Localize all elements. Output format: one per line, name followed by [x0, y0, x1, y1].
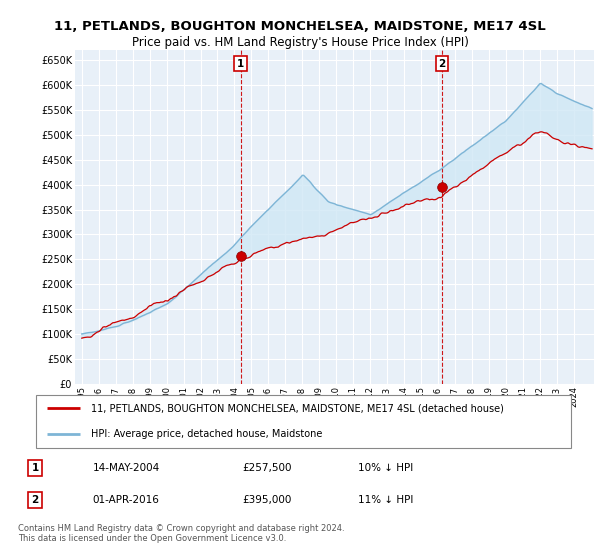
Text: Price paid vs. HM Land Registry's House Price Index (HPI): Price paid vs. HM Land Registry's House … [131, 36, 469, 49]
FancyBboxPatch shape [35, 395, 571, 448]
Text: 2: 2 [31, 495, 38, 505]
Text: 01-APR-2016: 01-APR-2016 [92, 495, 160, 505]
Text: 14-MAY-2004: 14-MAY-2004 [92, 463, 160, 473]
Text: £257,500: £257,500 [242, 463, 292, 473]
Text: Contains HM Land Registry data © Crown copyright and database right 2024.
This d: Contains HM Land Registry data © Crown c… [18, 524, 344, 543]
Text: HPI: Average price, detached house, Maidstone: HPI: Average price, detached house, Maid… [91, 430, 322, 440]
Text: 11% ↓ HPI: 11% ↓ HPI [358, 495, 413, 505]
Text: 11, PETLANDS, BOUGHTON MONCHELSEA, MAIDSTONE, ME17 4SL: 11, PETLANDS, BOUGHTON MONCHELSEA, MAIDS… [54, 20, 546, 32]
Text: 1: 1 [31, 463, 38, 473]
Text: 1: 1 [237, 59, 244, 69]
Text: £395,000: £395,000 [242, 495, 292, 505]
Text: 11, PETLANDS, BOUGHTON MONCHELSEA, MAIDSTONE, ME17 4SL (detached house): 11, PETLANDS, BOUGHTON MONCHELSEA, MAIDS… [91, 403, 503, 413]
Text: 10% ↓ HPI: 10% ↓ HPI [358, 463, 413, 473]
Text: 2: 2 [439, 59, 446, 69]
